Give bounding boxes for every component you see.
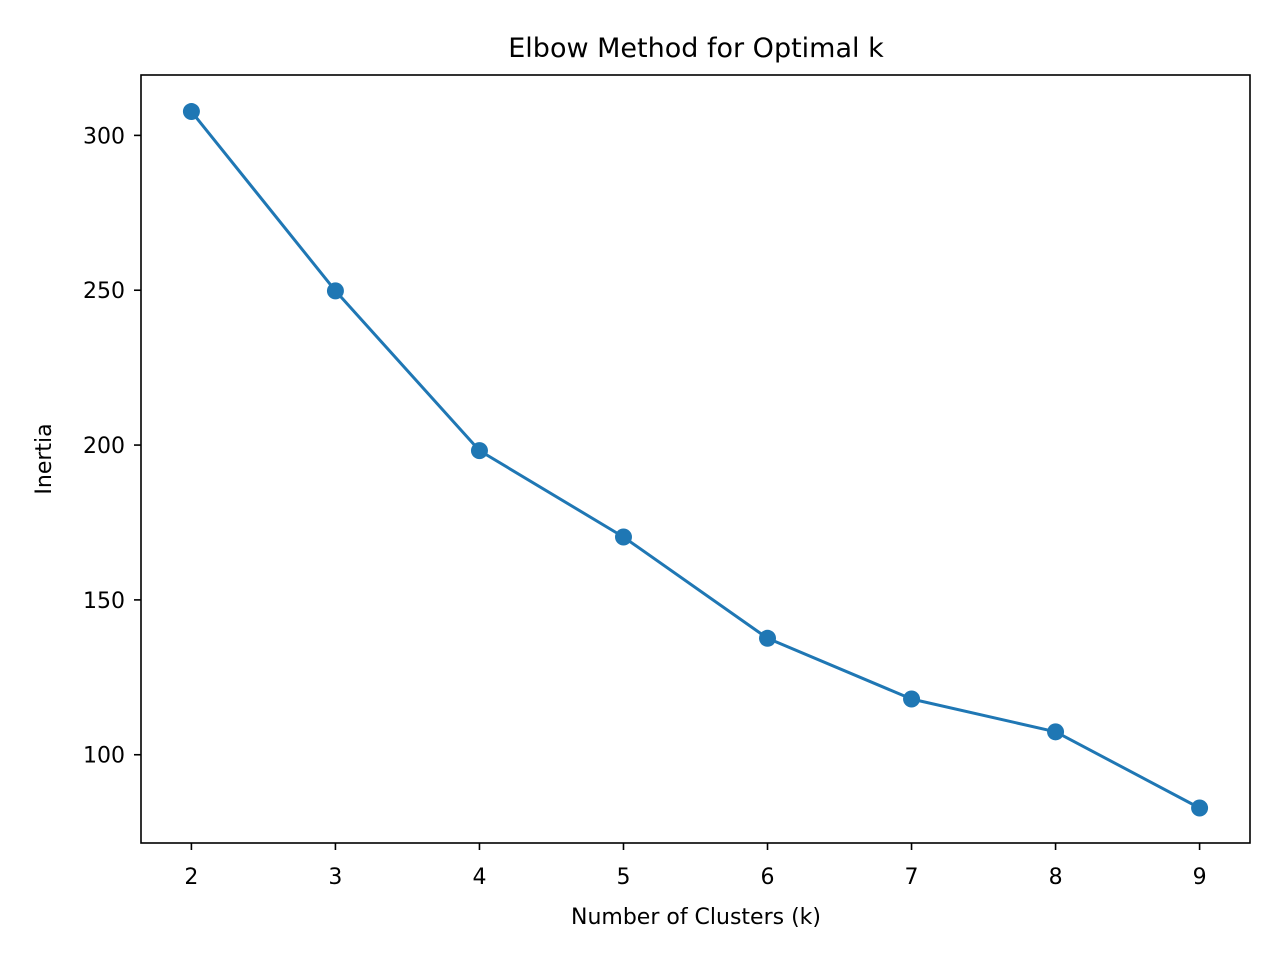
- x-axis: 2 3 4 5 6 7 8 9: [184, 843, 1207, 890]
- data-point-k5: [614, 528, 632, 546]
- x-tick-label: 8: [1049, 865, 1063, 890]
- data-point-k4: [470, 442, 488, 460]
- data-point-k6: [759, 629, 777, 647]
- data-point-k7: [903, 690, 921, 708]
- series-line: [189, 110, 1202, 810]
- y-tick-label: 250: [83, 279, 125, 304]
- y-tick-label: 300: [83, 124, 125, 149]
- x-tick-label: 6: [761, 865, 775, 890]
- x-tick-label: 3: [328, 865, 342, 890]
- x-tick-label: 7: [905, 865, 919, 890]
- x-axis-title: Number of Clusters (k): [571, 905, 821, 930]
- y-tick-label: 100: [83, 744, 125, 769]
- y-tick-label: 200: [83, 434, 125, 459]
- y-axis-title: Inertia: [32, 423, 57, 494]
- x-tick-label: 2: [184, 865, 198, 890]
- chart-title: Elbow Method for Optimal k: [508, 33, 884, 64]
- x-tick-label: 5: [616, 865, 630, 890]
- x-tick-label: 4: [472, 865, 486, 890]
- plot-frame: [140, 74, 1251, 844]
- data-point-k8: [1047, 723, 1065, 741]
- data-point-k3: [326, 282, 344, 300]
- x-tick-label: 9: [1193, 865, 1207, 890]
- plot-area: [182, 103, 1209, 817]
- y-axis: 100 150 200 250 300: [83, 124, 141, 769]
- data-point-k9: [1191, 799, 1209, 817]
- y-tick-label: 150: [83, 589, 125, 614]
- data-point-k2: [182, 103, 200, 121]
